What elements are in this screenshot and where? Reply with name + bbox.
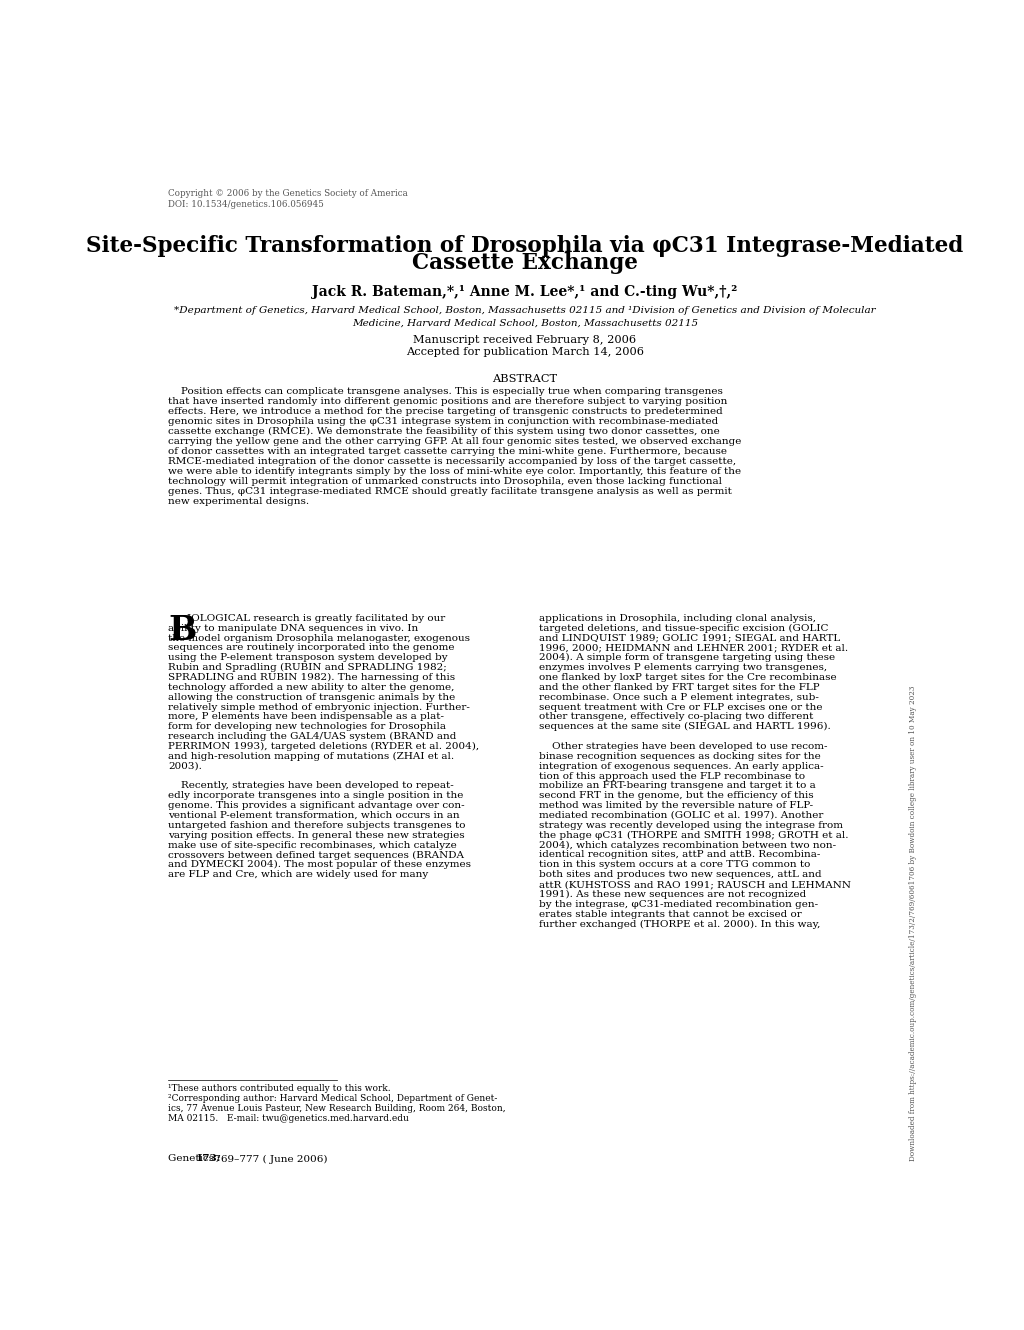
Text: Genetics: Genetics <box>168 1154 217 1164</box>
Text: and the other flanked by FRT target sites for the FLP: and the other flanked by FRT target site… <box>539 682 819 692</box>
Text: more, P elements have been indispensable as a plat-: more, P elements have been indispensable… <box>168 713 444 721</box>
Text: Jack R. Bateman,*,¹ Anne M. Lee*,¹ and C.-ting Wu*,†,²: Jack R. Bateman,*,¹ Anne M. Lee*,¹ and C… <box>312 285 737 299</box>
Text: tion of this approach used the FLP recombinase to: tion of this approach used the FLP recom… <box>539 771 805 781</box>
Text: one flanked by loxP target sites for the Cre recombinase: one flanked by loxP target sites for the… <box>539 673 837 682</box>
Text: SPRADLING and RUBIN 1982). The harnessing of this: SPRADLING and RUBIN 1982). The harnessin… <box>168 673 456 682</box>
Text: *Department of Genetics, Harvard Medical School, Boston, Massachusetts 02115 and: *Department of Genetics, Harvard Medical… <box>174 306 876 315</box>
Text: 2004), which catalyzes recombination between two non-: 2004), which catalyzes recombination bet… <box>539 841 836 850</box>
Text: sequent treatment with Cre or FLP excises one or the: sequent treatment with Cre or FLP excise… <box>539 702 822 712</box>
Text: 2004). A simple form of transgene targeting using these: 2004). A simple form of transgene target… <box>539 653 835 662</box>
Text: 1996, 2000; HEIDMANN and LEHNER 2001; RYDER et al.: 1996, 2000; HEIDMANN and LEHNER 2001; RY… <box>539 644 848 653</box>
Text: tion in this system occurs at a core TTG common to: tion in this system occurs at a core TTG… <box>539 861 810 870</box>
Text: using the P-element transposon system developed by: using the P-element transposon system de… <box>168 653 447 662</box>
Text: sequences at the same site (SIEGAL and HARTL 1996).: sequences at the same site (SIEGAL and H… <box>539 722 830 732</box>
Text: other transgene, effectively co-placing two different: other transgene, effectively co-placing … <box>539 713 813 721</box>
Text: 173:: 173: <box>196 1154 221 1164</box>
Text: genomic sites in Drosophila using the φC31 integrase system in conjunction with : genomic sites in Drosophila using the φC… <box>168 416 719 426</box>
Text: identical recognition sites, attP and attB. Recombina-: identical recognition sites, attP and at… <box>539 850 820 859</box>
Text: Cassette Exchange: Cassette Exchange <box>412 251 638 274</box>
Text: 769–777 ( June 2006): 769–777 ( June 2006) <box>211 1154 328 1164</box>
Text: and high-resolution mapping of mutations (ZHAI et al.: and high-resolution mapping of mutations… <box>168 751 455 761</box>
Text: ventional P-element transformation, which occurs in an: ventional P-element transformation, whic… <box>168 811 460 821</box>
Text: the phage φC31 (THORPE and SMITH 1998; GROTH et al.: the phage φC31 (THORPE and SMITH 1998; G… <box>539 831 848 839</box>
Text: that have inserted randomly into different genomic positions and are therefore s: that have inserted randomly into differe… <box>168 396 728 406</box>
Text: Downloaded from https://academic.oup.com/genetics/article/173/2/769/6061706 by B: Downloaded from https://academic.oup.com… <box>909 685 918 1161</box>
Text: Other strategies have been developed to use recom-: Other strategies have been developed to … <box>539 742 827 751</box>
Text: Manuscript received February 8, 2006: Manuscript received February 8, 2006 <box>414 335 636 346</box>
Text: edly incorporate transgenes into a single position in the: edly incorporate transgenes into a singl… <box>168 791 464 801</box>
Text: make use of site-specific recombinases, which catalyze: make use of site-specific recombinases, … <box>168 841 457 850</box>
Text: effects. Here, we introduce a method for the precise targeting of transgenic con: effects. Here, we introduce a method for… <box>168 407 723 416</box>
Text: integration of exogenous sequences. An early applica-: integration of exogenous sequences. An e… <box>539 762 823 771</box>
Text: ABSTRACT: ABSTRACT <box>493 374 557 383</box>
Text: new experimental designs.: new experimental designs. <box>168 497 309 505</box>
Text: further exchanged (THORPE et al. 2000). In this way,: further exchanged (THORPE et al. 2000). … <box>539 919 820 928</box>
Text: research including the GAL4/UAS system (BRAND and: research including the GAL4/UAS system (… <box>168 733 457 741</box>
Text: crossovers between defined target sequences (BRANDA: crossovers between defined target sequen… <box>168 850 464 859</box>
Text: of donor cassettes with an integrated target cassette carrying the mini-white ge: of donor cassettes with an integrated ta… <box>168 447 727 456</box>
Text: untargeted fashion and therefore subjects transgenes to: untargeted fashion and therefore subject… <box>168 821 466 830</box>
Text: mediated recombination (GOLIC et al. 1997). Another: mediated recombination (GOLIC et al. 199… <box>539 811 823 821</box>
Text: the model organism Drosophila melanogaster, exogenous: the model organism Drosophila melanogast… <box>168 633 470 642</box>
Text: 2003).: 2003). <box>168 762 202 771</box>
Text: technology afforded a new ability to alter the genome,: technology afforded a new ability to alt… <box>168 682 455 692</box>
Text: both sites and produces two new sequences, attL and: both sites and produces two new sequence… <box>539 870 821 879</box>
Text: cassette exchange (RMCE). We demonstrate the feasibility of this system using tw: cassette exchange (RMCE). We demonstrate… <box>168 427 720 436</box>
Text: sequences are routinely incorporated into the genome: sequences are routinely incorporated int… <box>168 644 455 653</box>
Text: strategy was recently developed using the integrase from: strategy was recently developed using th… <box>539 821 843 830</box>
Text: binase recognition sequences as docking sites for the: binase recognition sequences as docking … <box>539 751 820 761</box>
Text: targeted deletions, and tissue-specific excision (GOLIC: targeted deletions, and tissue-specific … <box>539 624 828 633</box>
Text: technology will permit integration of unmarked constructs into Drosophila, even : technology will permit integration of un… <box>168 477 722 485</box>
Text: IOLOGICAL research is greatly facilitated by our: IOLOGICAL research is greatly facilitate… <box>187 614 445 622</box>
Text: PERRIMON 1993), targeted deletions (RYDER et al. 2004),: PERRIMON 1993), targeted deletions (RYDE… <box>168 742 479 751</box>
Text: and LINDQUIST 1989; GOLIC 1991; SIEGAL and HARTL: and LINDQUIST 1989; GOLIC 1991; SIEGAL a… <box>539 633 840 642</box>
Text: relatively simple method of embryonic injection. Further-: relatively simple method of embryonic in… <box>168 702 470 712</box>
Text: B: B <box>168 614 197 646</box>
Text: Site-Specific Transformation of Drosophila via φC31 Integrase-Mediated: Site-Specific Transformation of Drosophi… <box>86 235 964 257</box>
Text: RMCE-mediated integration of the donor cassette is necessarily accompanied by lo: RMCE-mediated integration of the donor c… <box>168 456 736 466</box>
Text: ²Corresponding author: Harvard Medical School, Department of Genet-: ²Corresponding author: Harvard Medical S… <box>168 1093 498 1103</box>
Text: MA 02115.   E-mail: twu@genetics.med.harvard.edu: MA 02115. E-mail: twu@genetics.med.harva… <box>168 1113 410 1123</box>
Text: method was limited by the reversible nature of FLP-: method was limited by the reversible nat… <box>539 801 813 810</box>
Text: mobilize an FRT-bearing transgene and target it to a: mobilize an FRT-bearing transgene and ta… <box>539 782 815 790</box>
Text: enzymes involves P elements carrying two transgenes,: enzymes involves P elements carrying two… <box>539 664 826 672</box>
Text: varying position effects. In general these new strategies: varying position effects. In general the… <box>168 831 465 839</box>
Text: recombinase. Once such a P element integrates, sub-: recombinase. Once such a P element integ… <box>539 693 818 702</box>
Text: Rubin and Spradling (RUBIN and SPRADLING 1982;: Rubin and Spradling (RUBIN and SPRADLING… <box>168 664 447 672</box>
Text: ¹These authors contributed equally to this work.: ¹These authors contributed equally to th… <box>168 1084 391 1093</box>
Text: Medicine, Harvard Medical School, Boston, Massachusetts 02115: Medicine, Harvard Medical School, Boston… <box>351 318 698 327</box>
Text: genome. This provides a significant advantage over con-: genome. This provides a significant adva… <box>168 801 465 810</box>
Text: form for developing new technologies for Drosophila: form for developing new technologies for… <box>168 722 446 732</box>
Text: are FLP and Cre, which are widely used for many: are FLP and Cre, which are widely used f… <box>168 870 429 879</box>
Text: by the integrase, φC31-mediated recombination gen-: by the integrase, φC31-mediated recombin… <box>539 899 818 908</box>
Text: DOI: 10.1534/genetics.106.056945: DOI: 10.1534/genetics.106.056945 <box>168 201 324 209</box>
Text: applications in Drosophila, including clonal analysis,: applications in Drosophila, including cl… <box>539 614 816 622</box>
Text: attR (KUHSTOSS and RAO 1991; RAUSCH and LEHMANN: attR (KUHSTOSS and RAO 1991; RAUSCH and … <box>539 880 851 888</box>
Text: erates stable integrants that cannot be excised or: erates stable integrants that cannot be … <box>539 910 802 919</box>
Text: genes. Thus, φC31 integrase-mediated RMCE should greatly facilitate transgene an: genes. Thus, φC31 integrase-mediated RMC… <box>168 487 732 496</box>
Text: 1991). As these new sequences are not recognized: 1991). As these new sequences are not re… <box>539 890 806 899</box>
Text: Accepted for publication March 14, 2006: Accepted for publication March 14, 2006 <box>406 347 644 356</box>
Text: Position effects can complicate transgene analyses. This is especially true when: Position effects can complicate transgen… <box>168 387 723 396</box>
Text: allowing the construction of transgenic animals by the: allowing the construction of transgenic … <box>168 693 456 702</box>
Text: Recently, strategies have been developed to repeat-: Recently, strategies have been developed… <box>168 782 454 790</box>
Text: carrying the yellow gene and the other carrying GFP. At all four genomic sites t: carrying the yellow gene and the other c… <box>168 436 741 446</box>
Text: we were able to identify integrants simply by the loss of mini-white eye color. : we were able to identify integrants simp… <box>168 467 741 476</box>
Text: and DYMECKI 2004). The most popular of these enzymes: and DYMECKI 2004). The most popular of t… <box>168 861 471 870</box>
Text: Copyright © 2006 by the Genetics Society of America: Copyright © 2006 by the Genetics Society… <box>168 189 409 198</box>
Text: second FRT in the genome, but the efficiency of this: second FRT in the genome, but the effici… <box>539 791 813 801</box>
Text: ics, 77 Avenue Louis Pasteur, New Research Building, Room 264, Boston,: ics, 77 Avenue Louis Pasteur, New Resear… <box>168 1104 506 1113</box>
Text: ability to manipulate DNA sequences in vivo. In: ability to manipulate DNA sequences in v… <box>168 624 419 633</box>
